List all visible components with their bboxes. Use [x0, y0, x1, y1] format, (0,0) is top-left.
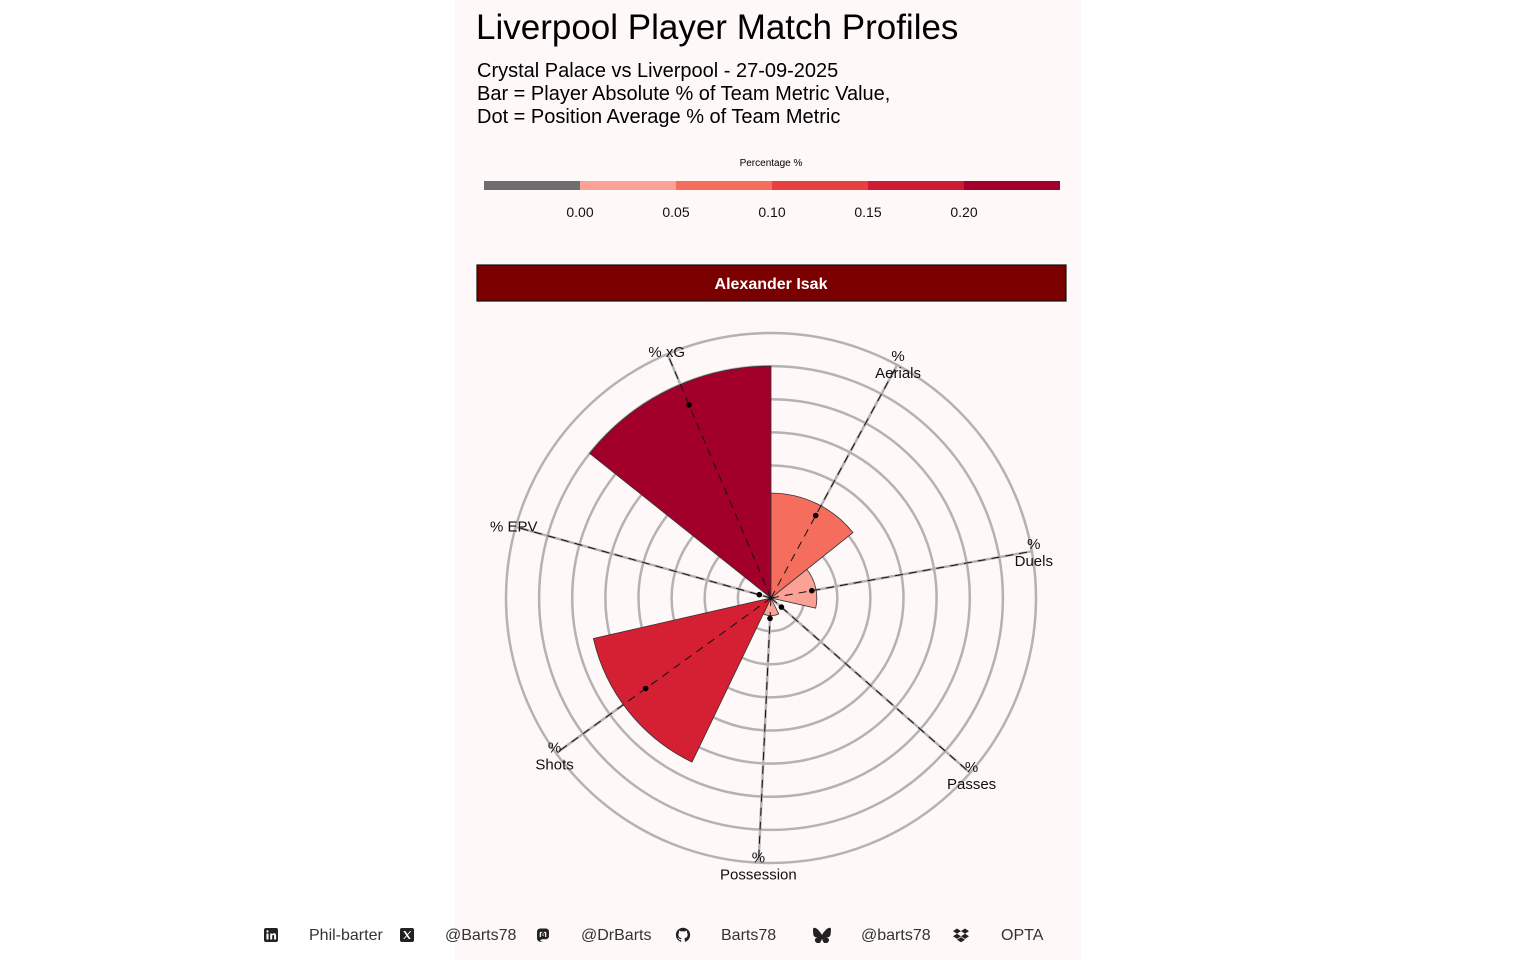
metric-axis-label: % xG — [648, 344, 685, 361]
legend-tick-label: 0.15 — [854, 204, 881, 220]
footer-linkedin-text[interactable]: Phil-barter — [309, 927, 383, 944]
legend-tick-label: 0.05 — [662, 204, 689, 220]
bluesky-icon[interactable] — [813, 927, 831, 943]
position-average-dot — [778, 604, 785, 610]
legend-swatch — [772, 181, 868, 190]
legend-swatch — [676, 181, 772, 190]
chart-subtitle: Crystal Palace vs Liverpool - 27-09-2025… — [477, 60, 890, 129]
github-icon[interactable] — [675, 927, 691, 943]
subtitle-line: Dot = Position Average % of Team Metric — [477, 106, 841, 128]
metric-axis-label: % Passes — [947, 759, 996, 793]
metric-axis-line — [770, 364, 898, 599]
metric-axis-line — [758, 597, 772, 863]
footer-mastodon-text[interactable]: @DrBarts — [581, 927, 652, 944]
legend-swatch — [580, 181, 676, 190]
position-average-dot — [686, 402, 692, 408]
footer-github-text[interactable]: Barts78 — [721, 927, 777, 944]
polar-chart: % xG % Aerials % Duels % Passes % Possession % Sho… — [490, 331, 1053, 884]
color-legend: Percentage % 0.00 0.05 0.10 0.15 0.20 — [484, 158, 1060, 220]
position-average-dot — [767, 615, 773, 622]
footer-bluesky-text[interactable]: @barts78 — [861, 927, 931, 944]
position-average-dot — [809, 587, 815, 594]
metric-axis-label: % Shots — [535, 739, 573, 773]
linkedin-icon[interactable] — [263, 927, 279, 943]
subtitle-line: Crystal Palace vs Liverpool - 27-09-2025 — [477, 60, 839, 82]
metric-axis-label: % Possession — [720, 850, 797, 884]
position-average-dot — [642, 685, 649, 692]
legend-tick-label: 0.20 — [950, 204, 977, 220]
position-average-dot — [812, 512, 819, 519]
player-bar — [592, 597, 772, 763]
legend-swatch — [484, 181, 580, 190]
metric-axis-line — [770, 597, 971, 774]
legend-tick-label: 0.10 — [758, 204, 785, 220]
metric-axis-line — [555, 597, 772, 754]
metric-axis-label: % Duels — [1015, 536, 1053, 570]
facet-strip: Alexander Isak — [476, 264, 1067, 302]
x-twitter-icon[interactable] — [399, 927, 415, 943]
metric-axis-label: % EPV — [490, 518, 538, 535]
metric-axis-line — [515, 526, 772, 599]
legend-title: Percentage % — [740, 158, 803, 169]
dropbox-icon[interactable] — [953, 927, 969, 943]
mastodon-icon[interactable] — [535, 927, 551, 943]
legend-swatch — [868, 181, 964, 190]
position-average-dot — [756, 591, 763, 598]
legend-swatch — [964, 181, 1060, 190]
player-bar — [770, 492, 854, 599]
legend-tick-label: 0.00 — [566, 204, 593, 220]
metric-axis-line — [667, 353, 772, 599]
subtitle-line: Bar = Player Absolute % of Team Metric V… — [477, 83, 891, 105]
footer-source-text: OPTA — [1001, 927, 1044, 944]
player-bar — [770, 568, 818, 609]
chart-title: Liverpool Player Match Profiles — [476, 8, 959, 47]
player-name: Alexander Isak — [715, 276, 828, 293]
grid-ring — [504, 331, 1038, 865]
metric-axis-label: % Aerials — [875, 348, 921, 382]
player-bar — [589, 365, 772, 599]
footer-x-text[interactable]: @Barts78 — [445, 927, 517, 944]
